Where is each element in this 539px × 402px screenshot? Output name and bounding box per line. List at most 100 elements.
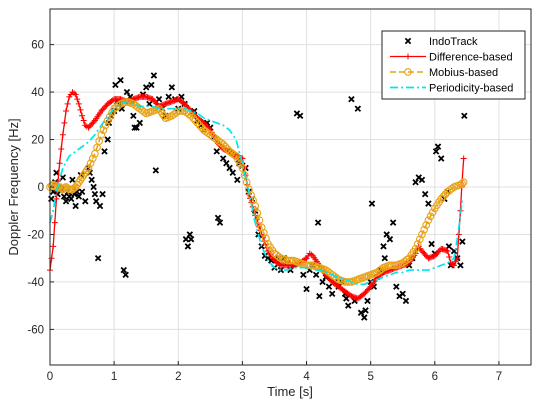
data-point-marker	[84, 164, 93, 172]
data-point-marker	[193, 119, 202, 127]
data-point-marker	[108, 108, 116, 117]
data-point-marker	[458, 179, 466, 188]
x-tick-label: 1	[111, 371, 117, 383]
legend-marker	[404, 68, 412, 76]
data-point-marker	[364, 297, 371, 305]
data-point-marker	[79, 112, 86, 119]
y-tick-label: 60	[31, 40, 44, 52]
legend-entry-periodicity: Periodicity-based	[390, 83, 513, 95]
data-point-marker	[363, 287, 370, 294]
data-point-marker	[186, 231, 194, 238]
data-point-marker	[216, 219, 224, 226]
data-point-marker	[461, 112, 468, 120]
data-point-marker	[101, 148, 108, 155]
data-point-marker	[444, 248, 451, 255]
data-point-marker	[133, 124, 140, 131]
data-point-marker	[296, 112, 304, 120]
data-point-marker	[56, 160, 63, 167]
data-point-marker	[381, 254, 389, 262]
data-point-marker	[90, 183, 97, 191]
data-point-marker	[455, 231, 462, 238]
data-point-marker	[380, 243, 387, 250]
data-point-marker	[434, 143, 442, 150]
data-point-marker	[104, 136, 111, 143]
data-point-marker	[422, 221, 431, 229]
data-point-marker	[361, 290, 368, 297]
data-point-marker	[366, 285, 373, 292]
data-point-marker	[178, 107, 187, 115]
y-tick-label: -20	[27, 229, 44, 241]
data-point-marker	[312, 271, 320, 279]
legend-label: Periodicity-based	[429, 83, 513, 95]
data-point-marker	[80, 117, 87, 124]
data-point-marker	[424, 216, 433, 225]
data-point-marker	[428, 208, 437, 217]
data-point-marker	[100, 105, 107, 112]
data-point-marker	[58, 146, 65, 153]
data-point-marker	[446, 254, 453, 261]
data-point-marker	[439, 192, 448, 201]
data-point-marker	[97, 130, 106, 139]
data-point-marker	[426, 212, 435, 221]
legend: IndoTrack Difference-based Mobius-based Per…	[381, 30, 526, 100]
data-point-marker	[72, 91, 79, 98]
data-point-marker	[109, 97, 116, 104]
data-point-marker	[459, 178, 468, 187]
series-periodicity	[49, 100, 464, 286]
y-tick-label: 0	[38, 182, 44, 194]
y-axis-label: Doppler Frequency [Hz]	[6, 118, 21, 255]
data-point-marker	[276, 261, 283, 268]
data-point-marker	[437, 195, 446, 203]
data-point-marker	[191, 116, 200, 125]
series-layer	[46, 72, 468, 321]
data-point-marker	[415, 235, 424, 244]
data-point-marker	[287, 266, 294, 274]
data-point-marker	[361, 314, 368, 321]
data-point-marker	[451, 262, 458, 269]
data-point-marker	[229, 150, 238, 159]
data-point-marker	[412, 179, 419, 186]
data-point-marker	[94, 254, 102, 262]
data-point-marker	[433, 251, 440, 258]
data-point-marker	[91, 190, 99, 198]
data-point-marker	[314, 219, 322, 226]
data-point-marker	[386, 235, 394, 243]
legend-entry-indotrack: IndoTrack	[404, 36, 478, 48]
data-point-marker	[362, 307, 369, 314]
data-point-marker	[229, 169, 237, 176]
data-point-marker	[50, 243, 57, 250]
data-point-marker	[75, 193, 83, 200]
data-point-marker	[88, 176, 95, 184]
data-point-marker	[61, 119, 68, 126]
data-point-marker	[69, 176, 76, 184]
data-point-marker	[362, 289, 369, 296]
data-point-marker	[153, 100, 160, 107]
legend-swatch	[404, 37, 412, 45]
data-point-marker	[96, 202, 104, 210]
x-tick-label: 3	[239, 371, 245, 383]
data-point-marker	[457, 262, 464, 269]
data-point-marker	[319, 278, 326, 286]
legend-label: IndoTrack	[429, 36, 478, 48]
data-point-marker	[445, 243, 453, 250]
data-point-marker	[325, 283, 333, 290]
y-tick-label: 20	[31, 135, 44, 147]
data-point-marker	[98, 108, 105, 115]
x-tick-label: 4	[303, 371, 310, 383]
data-point-marker	[184, 243, 192, 250]
data-point-marker	[223, 145, 232, 153]
data-point-marker	[357, 309, 365, 317]
data-point-marker	[64, 100, 71, 107]
x-tick-label: 7	[496, 371, 502, 383]
data-point-marker	[152, 167, 160, 174]
data-point-marker	[418, 176, 426, 184]
data-point-marker	[55, 178, 62, 185]
data-point-marker	[181, 100, 188, 107]
data-point-marker	[448, 184, 456, 193]
data-point-marker	[348, 95, 355, 103]
data-point-marker	[411, 244, 420, 253]
data-point-marker	[274, 252, 283, 261]
data-point-marker	[67, 195, 75, 203]
data-point-marker	[253, 209, 262, 217]
